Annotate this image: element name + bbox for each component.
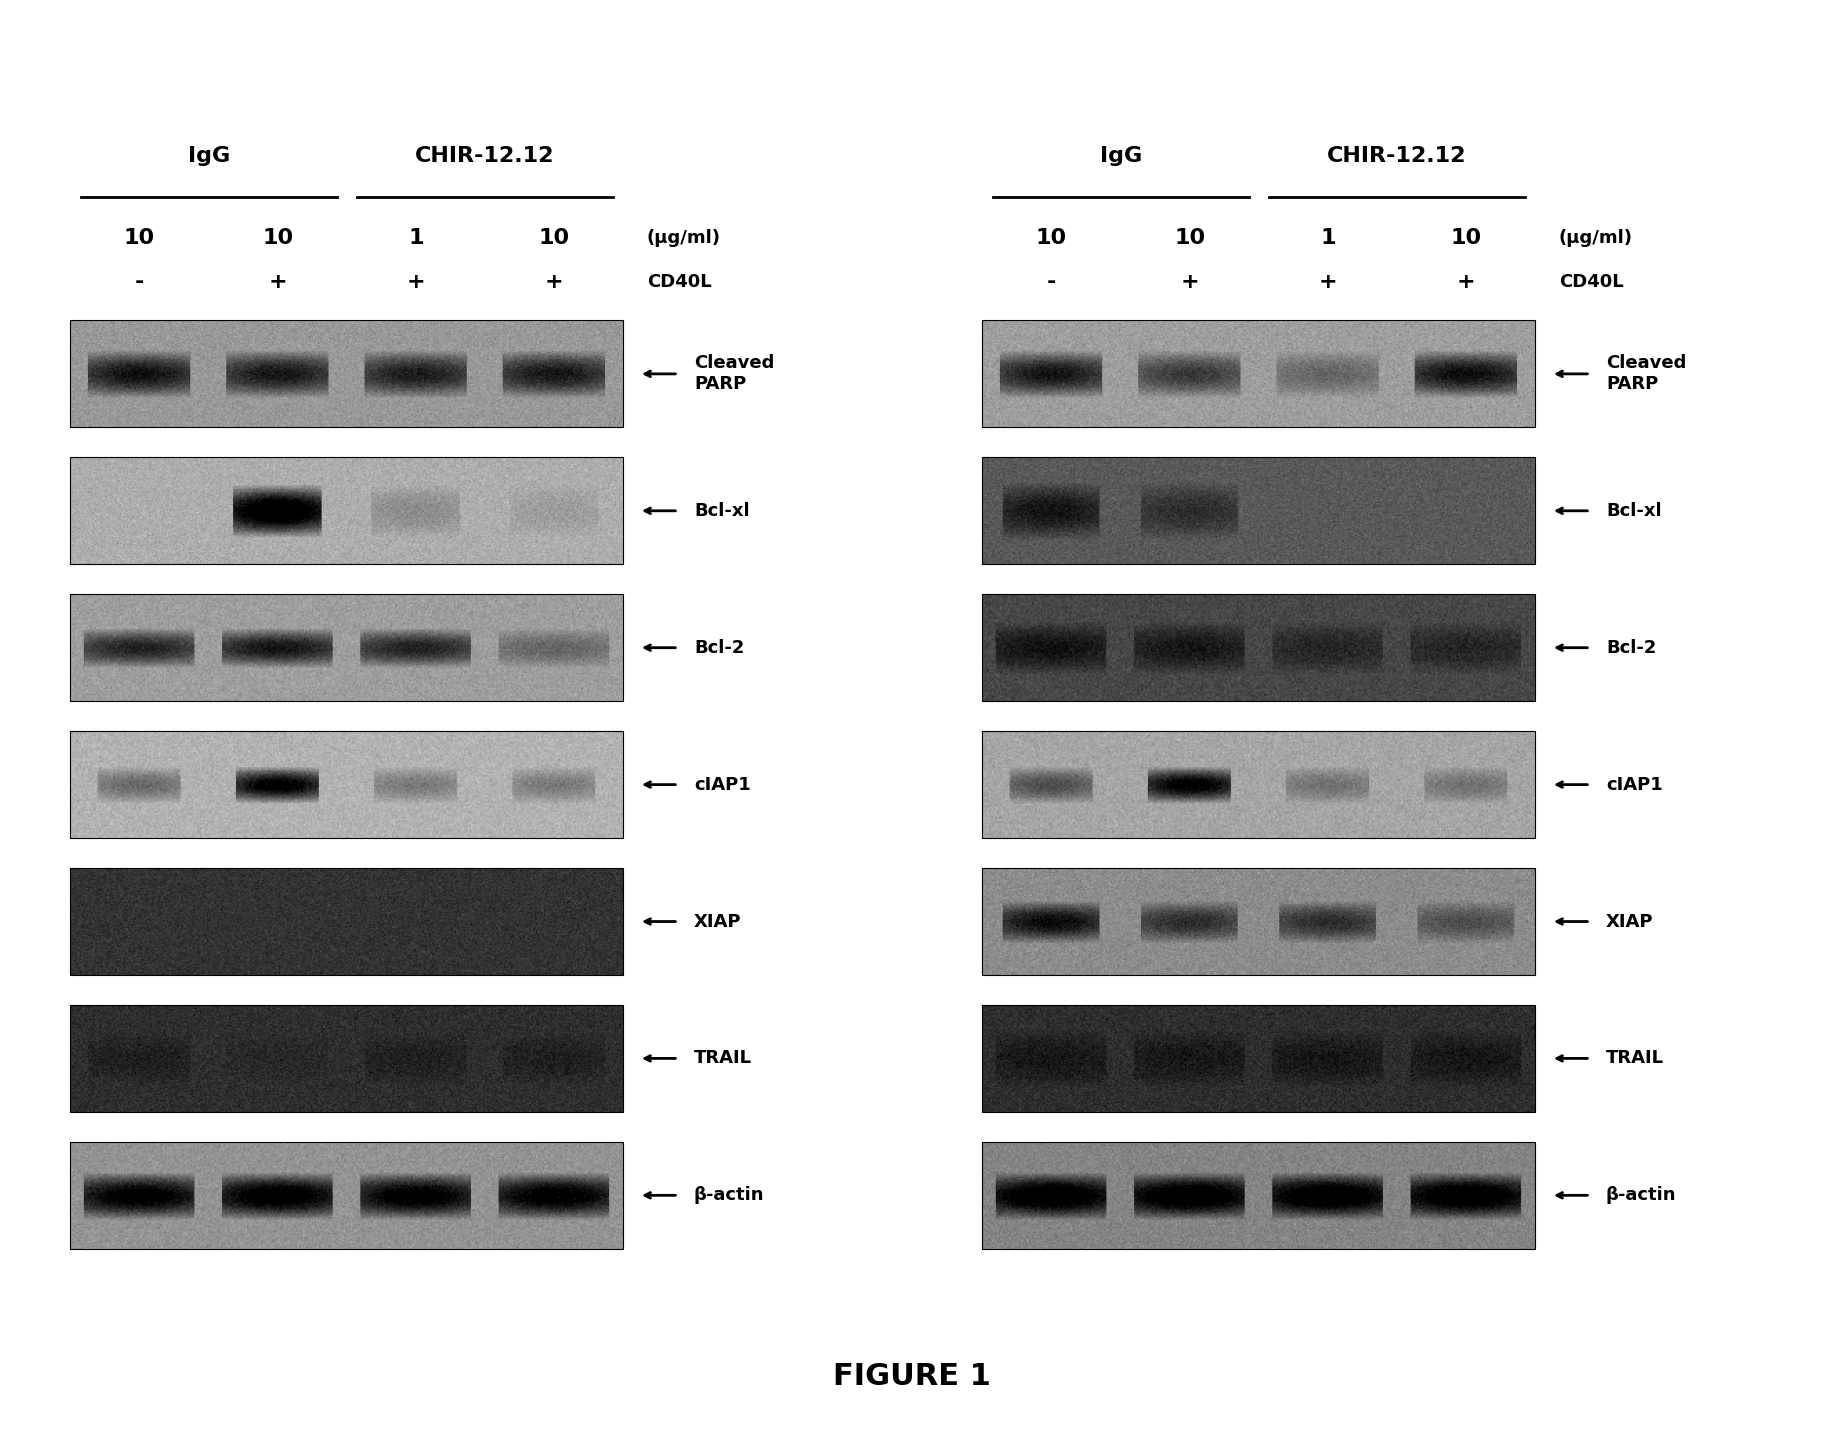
Text: +: + xyxy=(1179,271,1198,291)
Bar xyxy=(71,731,623,837)
Text: Bcl-xl: Bcl-xl xyxy=(1604,502,1661,519)
Text: Bcl-xl: Bcl-xl xyxy=(693,502,749,519)
Text: Bcl-2: Bcl-2 xyxy=(1604,638,1655,657)
Bar xyxy=(983,731,1535,837)
Text: TRAIL: TRAIL xyxy=(1604,1050,1663,1067)
Text: 10: 10 xyxy=(124,228,155,248)
Text: CD40L: CD40L xyxy=(647,272,711,291)
Text: 10: 10 xyxy=(538,228,569,248)
Text: cIAP1: cIAP1 xyxy=(693,776,751,793)
Bar xyxy=(71,1005,623,1111)
Bar xyxy=(983,594,1535,701)
Text: 10: 10 xyxy=(1035,228,1066,248)
Text: +: + xyxy=(545,271,563,291)
Bar xyxy=(71,1141,623,1249)
Text: Cleaved
PARP: Cleaved PARP xyxy=(693,354,775,393)
Text: IgG: IgG xyxy=(1099,146,1141,166)
Text: FIGURE 1: FIGURE 1 xyxy=(833,1362,990,1391)
Text: (μg/ml): (μg/ml) xyxy=(1559,229,1632,247)
Text: -: - xyxy=(1046,271,1056,291)
Bar xyxy=(983,868,1535,975)
Text: XIAP: XIAP xyxy=(693,912,740,931)
Text: +: + xyxy=(268,271,286,291)
Text: 10: 10 xyxy=(263,228,294,248)
Bar xyxy=(71,594,623,701)
Text: CD40L: CD40L xyxy=(1559,272,1622,291)
Text: CHIR-12.12: CHIR-12.12 xyxy=(416,146,554,166)
Bar xyxy=(983,321,1535,427)
Bar xyxy=(983,1005,1535,1111)
Text: cIAP1: cIAP1 xyxy=(1604,776,1663,793)
Text: +: + xyxy=(1318,271,1336,291)
Text: 1: 1 xyxy=(1320,228,1334,248)
Bar xyxy=(71,457,623,564)
Text: IgG: IgG xyxy=(188,146,230,166)
Text: XIAP: XIAP xyxy=(1604,912,1652,931)
Bar xyxy=(983,1141,1535,1249)
Text: TRAIL: TRAIL xyxy=(693,1050,751,1067)
Text: β-actin: β-actin xyxy=(693,1186,764,1205)
Bar xyxy=(71,868,623,975)
Text: Cleaved
PARP: Cleaved PARP xyxy=(1604,354,1686,393)
Text: +: + xyxy=(1457,271,1475,291)
Text: β-actin: β-actin xyxy=(1604,1186,1675,1205)
Text: 10: 10 xyxy=(1174,228,1205,248)
Text: +: + xyxy=(407,271,425,291)
Text: 10: 10 xyxy=(1449,228,1480,248)
Text: 1: 1 xyxy=(408,228,423,248)
Text: CHIR-12.12: CHIR-12.12 xyxy=(1327,146,1466,166)
Text: (μg/ml): (μg/ml) xyxy=(647,229,720,247)
Text: Bcl-2: Bcl-2 xyxy=(693,638,744,657)
Bar xyxy=(983,457,1535,564)
Bar xyxy=(71,321,623,427)
Text: -: - xyxy=(135,271,144,291)
